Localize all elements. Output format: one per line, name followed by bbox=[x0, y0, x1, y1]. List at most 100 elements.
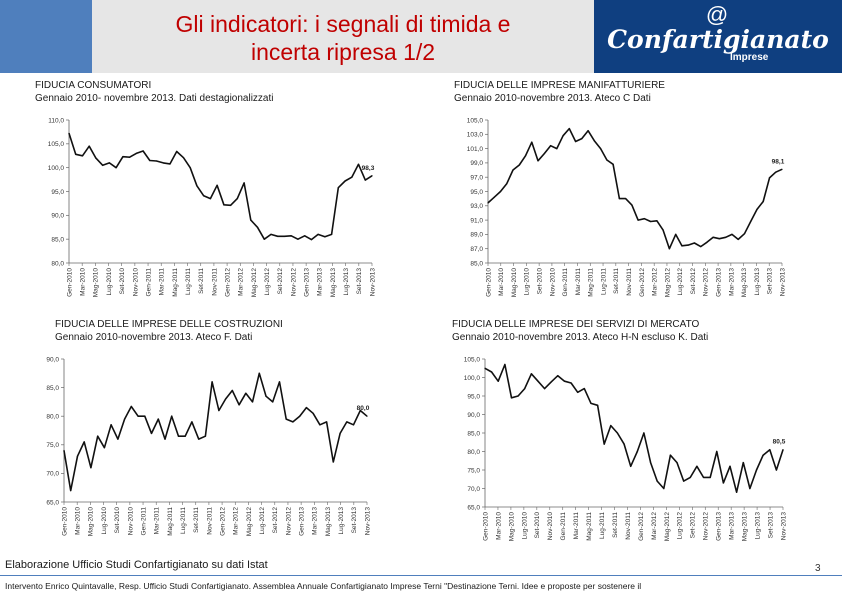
x-tick-label: Mar-2012 bbox=[233, 507, 240, 535]
y-tick-label: 97,0 bbox=[470, 175, 483, 182]
data-point bbox=[290, 235, 292, 237]
data-point bbox=[782, 449, 784, 451]
data-point bbox=[562, 135, 564, 137]
x-tick-label: Set-2010 bbox=[534, 512, 541, 539]
data-point bbox=[736, 491, 738, 493]
data-point bbox=[211, 381, 213, 383]
x-tick-label: Set-2011 bbox=[193, 507, 200, 533]
data-point bbox=[337, 187, 339, 189]
data-point bbox=[531, 141, 533, 143]
y-tick-label: 70,0 bbox=[467, 486, 480, 493]
x-tick-label: Mag-2010 bbox=[88, 507, 95, 537]
x-tick-label: Gen-2012 bbox=[639, 268, 646, 297]
x-tick-label: Nov-2012 bbox=[290, 268, 297, 297]
data-point bbox=[63, 449, 65, 452]
x-tick-label: Lug-2011 bbox=[180, 507, 187, 534]
x-tick-label: Mar-2010 bbox=[495, 512, 502, 540]
data-point bbox=[769, 449, 771, 451]
data-point bbox=[285, 418, 287, 420]
data-point bbox=[556, 148, 558, 150]
data-point bbox=[198, 438, 200, 440]
x-tick-label: Set-2013 bbox=[351, 507, 358, 534]
y-tick-label: 80,0 bbox=[46, 414, 59, 421]
y-tick-label: 90,0 bbox=[467, 412, 480, 419]
data-point bbox=[484, 367, 486, 369]
data-point bbox=[359, 409, 361, 412]
data-point bbox=[169, 163, 171, 165]
y-tick-label: 65,0 bbox=[467, 504, 480, 511]
data-point bbox=[687, 244, 689, 246]
x-tick-label: Gen-2013 bbox=[299, 507, 306, 536]
x-tick-label: Mag-2013 bbox=[742, 512, 749, 542]
x-tick-label: Lug-2013 bbox=[338, 507, 345, 535]
x-tick-label: Gen-2012 bbox=[224, 268, 231, 297]
data-point bbox=[90, 467, 92, 469]
data-point bbox=[668, 248, 671, 250]
x-tick-label: Lug-2012 bbox=[259, 507, 266, 535]
last-value-label: 98,3 bbox=[362, 165, 375, 172]
data-point bbox=[346, 421, 348, 423]
x-tick-label: Gen-2012 bbox=[638, 512, 645, 541]
data-point bbox=[236, 198, 238, 200]
x-tick-label: Nov-2010 bbox=[549, 268, 556, 297]
data-point bbox=[278, 381, 281, 383]
x-tick-label: Set-2012 bbox=[277, 268, 284, 295]
x-tick-label: Mag-2010 bbox=[511, 268, 518, 298]
data-point bbox=[299, 415, 301, 417]
data-point bbox=[743, 233, 746, 235]
data-point bbox=[238, 404, 240, 406]
data-point bbox=[95, 157, 97, 159]
x-tick-label: Lug-2011 bbox=[600, 268, 607, 295]
data-point bbox=[155, 160, 158, 162]
y-tick-label: 85,0 bbox=[51, 236, 64, 243]
chart-caption-consumatori: FIDUCIA CONSUMATORI Gennaio 2010- novemb… bbox=[35, 80, 274, 104]
data-point bbox=[251, 401, 254, 403]
data-point bbox=[722, 482, 724, 484]
data-point bbox=[700, 245, 702, 248]
data-point bbox=[191, 421, 193, 423]
data-point bbox=[135, 152, 137, 154]
data-point bbox=[297, 238, 299, 240]
y-tick-label: 91,0 bbox=[470, 217, 483, 224]
data-point bbox=[203, 195, 205, 197]
chart-caption-manifatturiere: FIDUCIA DELLE IMPRESE MANIFATTURIERE Gen… bbox=[454, 80, 665, 104]
data-point bbox=[218, 409, 220, 412]
data-point bbox=[331, 233, 333, 235]
last-value-label: 98,1 bbox=[772, 158, 785, 165]
data-point bbox=[683, 480, 685, 482]
chart-caption-servizi: FIDUCIA DELLE IMPRESE DEI SERVIZI DI MER… bbox=[452, 319, 709, 343]
data-point bbox=[117, 438, 119, 440]
data-point bbox=[623, 443, 625, 445]
data-point bbox=[676, 462, 678, 464]
data-point bbox=[712, 236, 714, 238]
x-tick-label: Set-2012 bbox=[690, 512, 697, 539]
y-tick-label: 87,0 bbox=[470, 246, 483, 253]
source-note: Elaborazione Ufficio Studi Confartigiana… bbox=[5, 559, 268, 571]
data-point bbox=[225, 398, 227, 400]
y-tick-label: 105,0 bbox=[467, 117, 484, 124]
data-point bbox=[272, 401, 274, 403]
x-tick-label: Nov-2010 bbox=[547, 512, 554, 541]
data-point bbox=[729, 465, 731, 467]
x-tick-label: Mag-2012 bbox=[664, 268, 671, 298]
y-tick-label: 105,0 bbox=[48, 141, 65, 148]
x-tick-label: Gen-2013 bbox=[715, 268, 722, 297]
x-tick-label: Nov-2011 bbox=[626, 268, 633, 296]
data-point bbox=[68, 132, 70, 134]
x-tick-label: Mag-2012 bbox=[664, 512, 671, 542]
data-point bbox=[577, 391, 579, 393]
data-point bbox=[518, 164, 520, 166]
series-line bbox=[63, 372, 368, 492]
data-point bbox=[702, 476, 705, 478]
page-title: Gli indicatori: i segnali di timida e in… bbox=[175, 11, 511, 65]
data-point bbox=[75, 153, 77, 155]
data-point bbox=[681, 245, 683, 247]
data-point bbox=[332, 461, 334, 463]
x-tick-label: Nov-2013 bbox=[780, 512, 787, 541]
data-point bbox=[88, 145, 90, 147]
x-tick-label: Gen-2010 bbox=[66, 268, 73, 297]
x-tick-label: Lug-2010 bbox=[101, 507, 108, 535]
data-point bbox=[537, 160, 539, 162]
logo-subtext: Imprese bbox=[730, 52, 769, 63]
